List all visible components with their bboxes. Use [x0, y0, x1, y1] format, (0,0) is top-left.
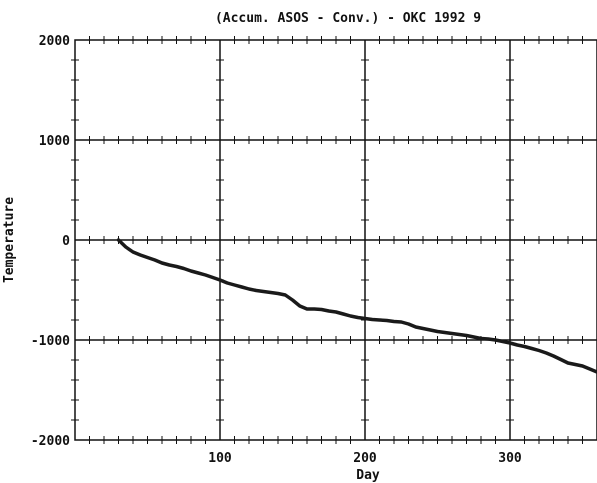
y-tick-labels: 2000 1000 0 -1000 -2000	[31, 34, 70, 449]
y-tick-label: 1000	[39, 134, 70, 149]
y-tick-label: 2000	[39, 34, 70, 49]
tick-marks	[71, 36, 583, 444]
y-tick-label: -1000	[31, 334, 70, 349]
chart-title: (Accum. ASOS - Conv.) - OKC 1992 9	[215, 11, 481, 26]
y-tick-label: 0	[62, 234, 70, 249]
y-tick-label: -2000	[31, 434, 70, 449]
x-tick-label: 200	[353, 451, 377, 466]
y-axis-label: Temperature	[2, 197, 17, 283]
x-tick-labels: 100 200 300	[208, 451, 522, 466]
series-line	[116, 238, 597, 374]
x-tick-label: 300	[498, 451, 522, 466]
x-axis-label: Day	[356, 468, 380, 483]
x-tick-label: 100	[208, 451, 232, 466]
